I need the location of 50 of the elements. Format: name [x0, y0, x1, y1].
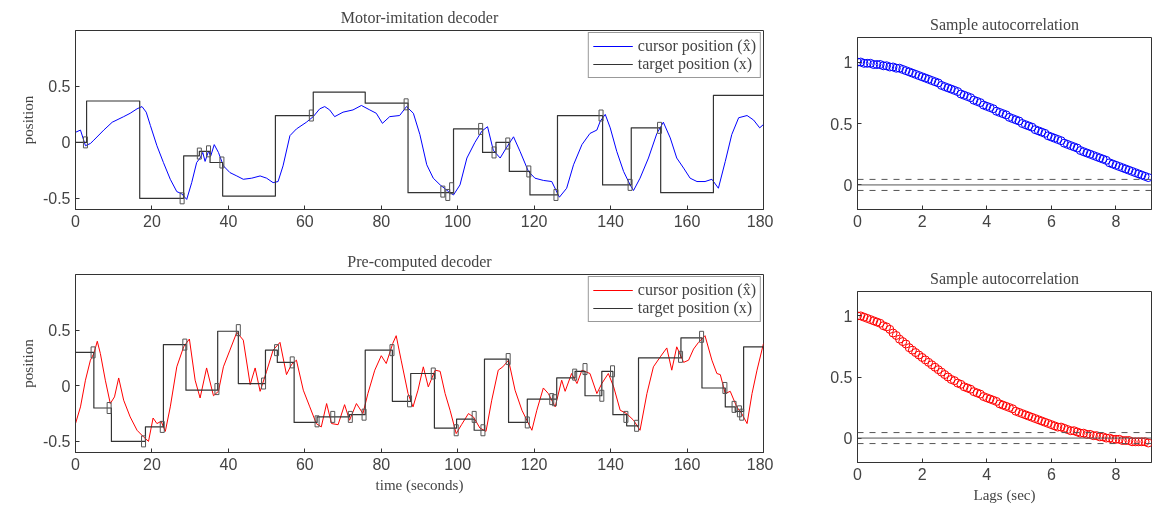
x-tick-label: 100: [444, 455, 472, 473]
x-axis-title: time (seconds): [375, 476, 464, 494]
x-tick-label: 140: [597, 455, 625, 473]
x-tick-label: 20: [143, 212, 161, 230]
legend-label: target position (x): [637, 299, 753, 317]
x-tick-label: 60: [295, 455, 314, 473]
y-tick-label: 0.5: [830, 115, 853, 133]
y-tick-label: 0: [61, 377, 71, 395]
x-tick-label: 140: [597, 212, 625, 230]
x-tick-label: 120: [520, 212, 548, 230]
y-axis-title: position: [19, 95, 36, 145]
x-tick-label: 100: [444, 212, 472, 230]
y-tick-label: 0.5: [48, 78, 71, 96]
y-axis-title: position: [19, 338, 36, 388]
x-tick-label: 2: [917, 212, 927, 230]
chart-title: Sample autocorrelation: [930, 269, 1079, 288]
x-tick-label: 40: [219, 212, 238, 230]
chart-title: Pre-computed decoder: [347, 252, 493, 271]
x-tick-label: 20: [143, 455, 161, 473]
y-tick-label: 1: [843, 54, 853, 72]
chart-title: Sample autocorrelation: [930, 15, 1079, 34]
x-tick-label: 8: [1111, 465, 1121, 483]
x-tick-label: 160: [673, 212, 701, 230]
x-tick-label: 2: [917, 465, 927, 483]
y-tick-label: -0.5: [42, 433, 71, 451]
x-tick-label: 8: [1111, 212, 1121, 230]
x-tick-label: 6: [1046, 465, 1056, 483]
chart-title: Motor-imitation decoder: [340, 8, 499, 26]
y-tick-label: -0.5: [42, 190, 71, 208]
x-tick-label: 40: [219, 455, 238, 473]
x-axis-title: Lags (sec): [973, 486, 1036, 504]
legend-label: target position (x): [637, 55, 753, 73]
y-tick-label: 0: [61, 134, 71, 152]
x-tick-label: 80: [372, 455, 391, 473]
x-tick-label: 120: [520, 455, 548, 473]
x-tick-label: 4: [982, 212, 992, 230]
legend-label: cursor position (x̂): [637, 281, 756, 299]
y-tick-label: 0: [843, 430, 853, 448]
legend-label: cursor position (x̂): [637, 37, 756, 55]
x-tick-label: 4: [982, 465, 992, 483]
x-tick-label: 180: [746, 455, 774, 473]
y-tick-label: 0: [843, 176, 853, 194]
x-tick-label: 60: [295, 212, 314, 230]
x-tick-label: 160: [673, 455, 701, 473]
y-tick-label: 0.5: [830, 369, 853, 386]
x-tick-label: 6: [1046, 212, 1056, 230]
y-tick-label: 1: [843, 307, 853, 325]
x-tick-label: 80: [372, 212, 391, 230]
x-tick-label: 180: [746, 212, 774, 230]
y-tick-label: 0.5: [48, 322, 71, 340]
